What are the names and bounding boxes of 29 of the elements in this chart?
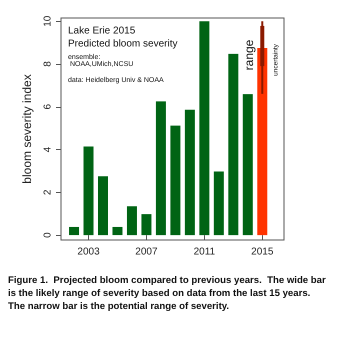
bar bbox=[112, 226, 122, 236]
annotation: range bbox=[242, 39, 256, 70]
x-tick-label: 2015 bbox=[251, 246, 274, 258]
bar bbox=[141, 214, 152, 236]
bar bbox=[156, 101, 166, 236]
y-axis-title: bloom severity index bbox=[20, 74, 34, 184]
y-tick-label: 6 bbox=[42, 104, 54, 110]
bar bbox=[228, 54, 238, 236]
bar bbox=[69, 226, 80, 236]
x-tick-label: 2011 bbox=[194, 246, 216, 258]
y-tick-label: 4 bbox=[42, 146, 54, 152]
caption: Figure 1. Projected bloom compared to previous years. The wide bar is the likely range of severity based on data from the last 15 years. The narrow bar is the potential range of severity. bbox=[8, 275, 328, 312]
bar bbox=[242, 94, 253, 236]
bar bbox=[184, 110, 195, 236]
bar bbox=[199, 21, 210, 236]
y-tick-label: 0 bbox=[42, 232, 54, 238]
bar bbox=[214, 172, 224, 236]
x-tick-label: 2007 bbox=[135, 246, 158, 258]
text: Predicted bloom severity bbox=[68, 38, 178, 50]
y-tick-label: 10 bbox=[42, 15, 54, 27]
bar bbox=[126, 206, 137, 236]
bar bbox=[98, 176, 108, 236]
y-tick-label: 8 bbox=[42, 60, 54, 67]
y-tick-label: 2 bbox=[42, 189, 54, 196]
x-tick-label: 2003 bbox=[77, 246, 100, 258]
bar bbox=[257, 48, 268, 236]
text: Lake Erie 2015 bbox=[68, 26, 136, 36]
bar bbox=[170, 126, 180, 236]
bar bbox=[84, 146, 94, 236]
